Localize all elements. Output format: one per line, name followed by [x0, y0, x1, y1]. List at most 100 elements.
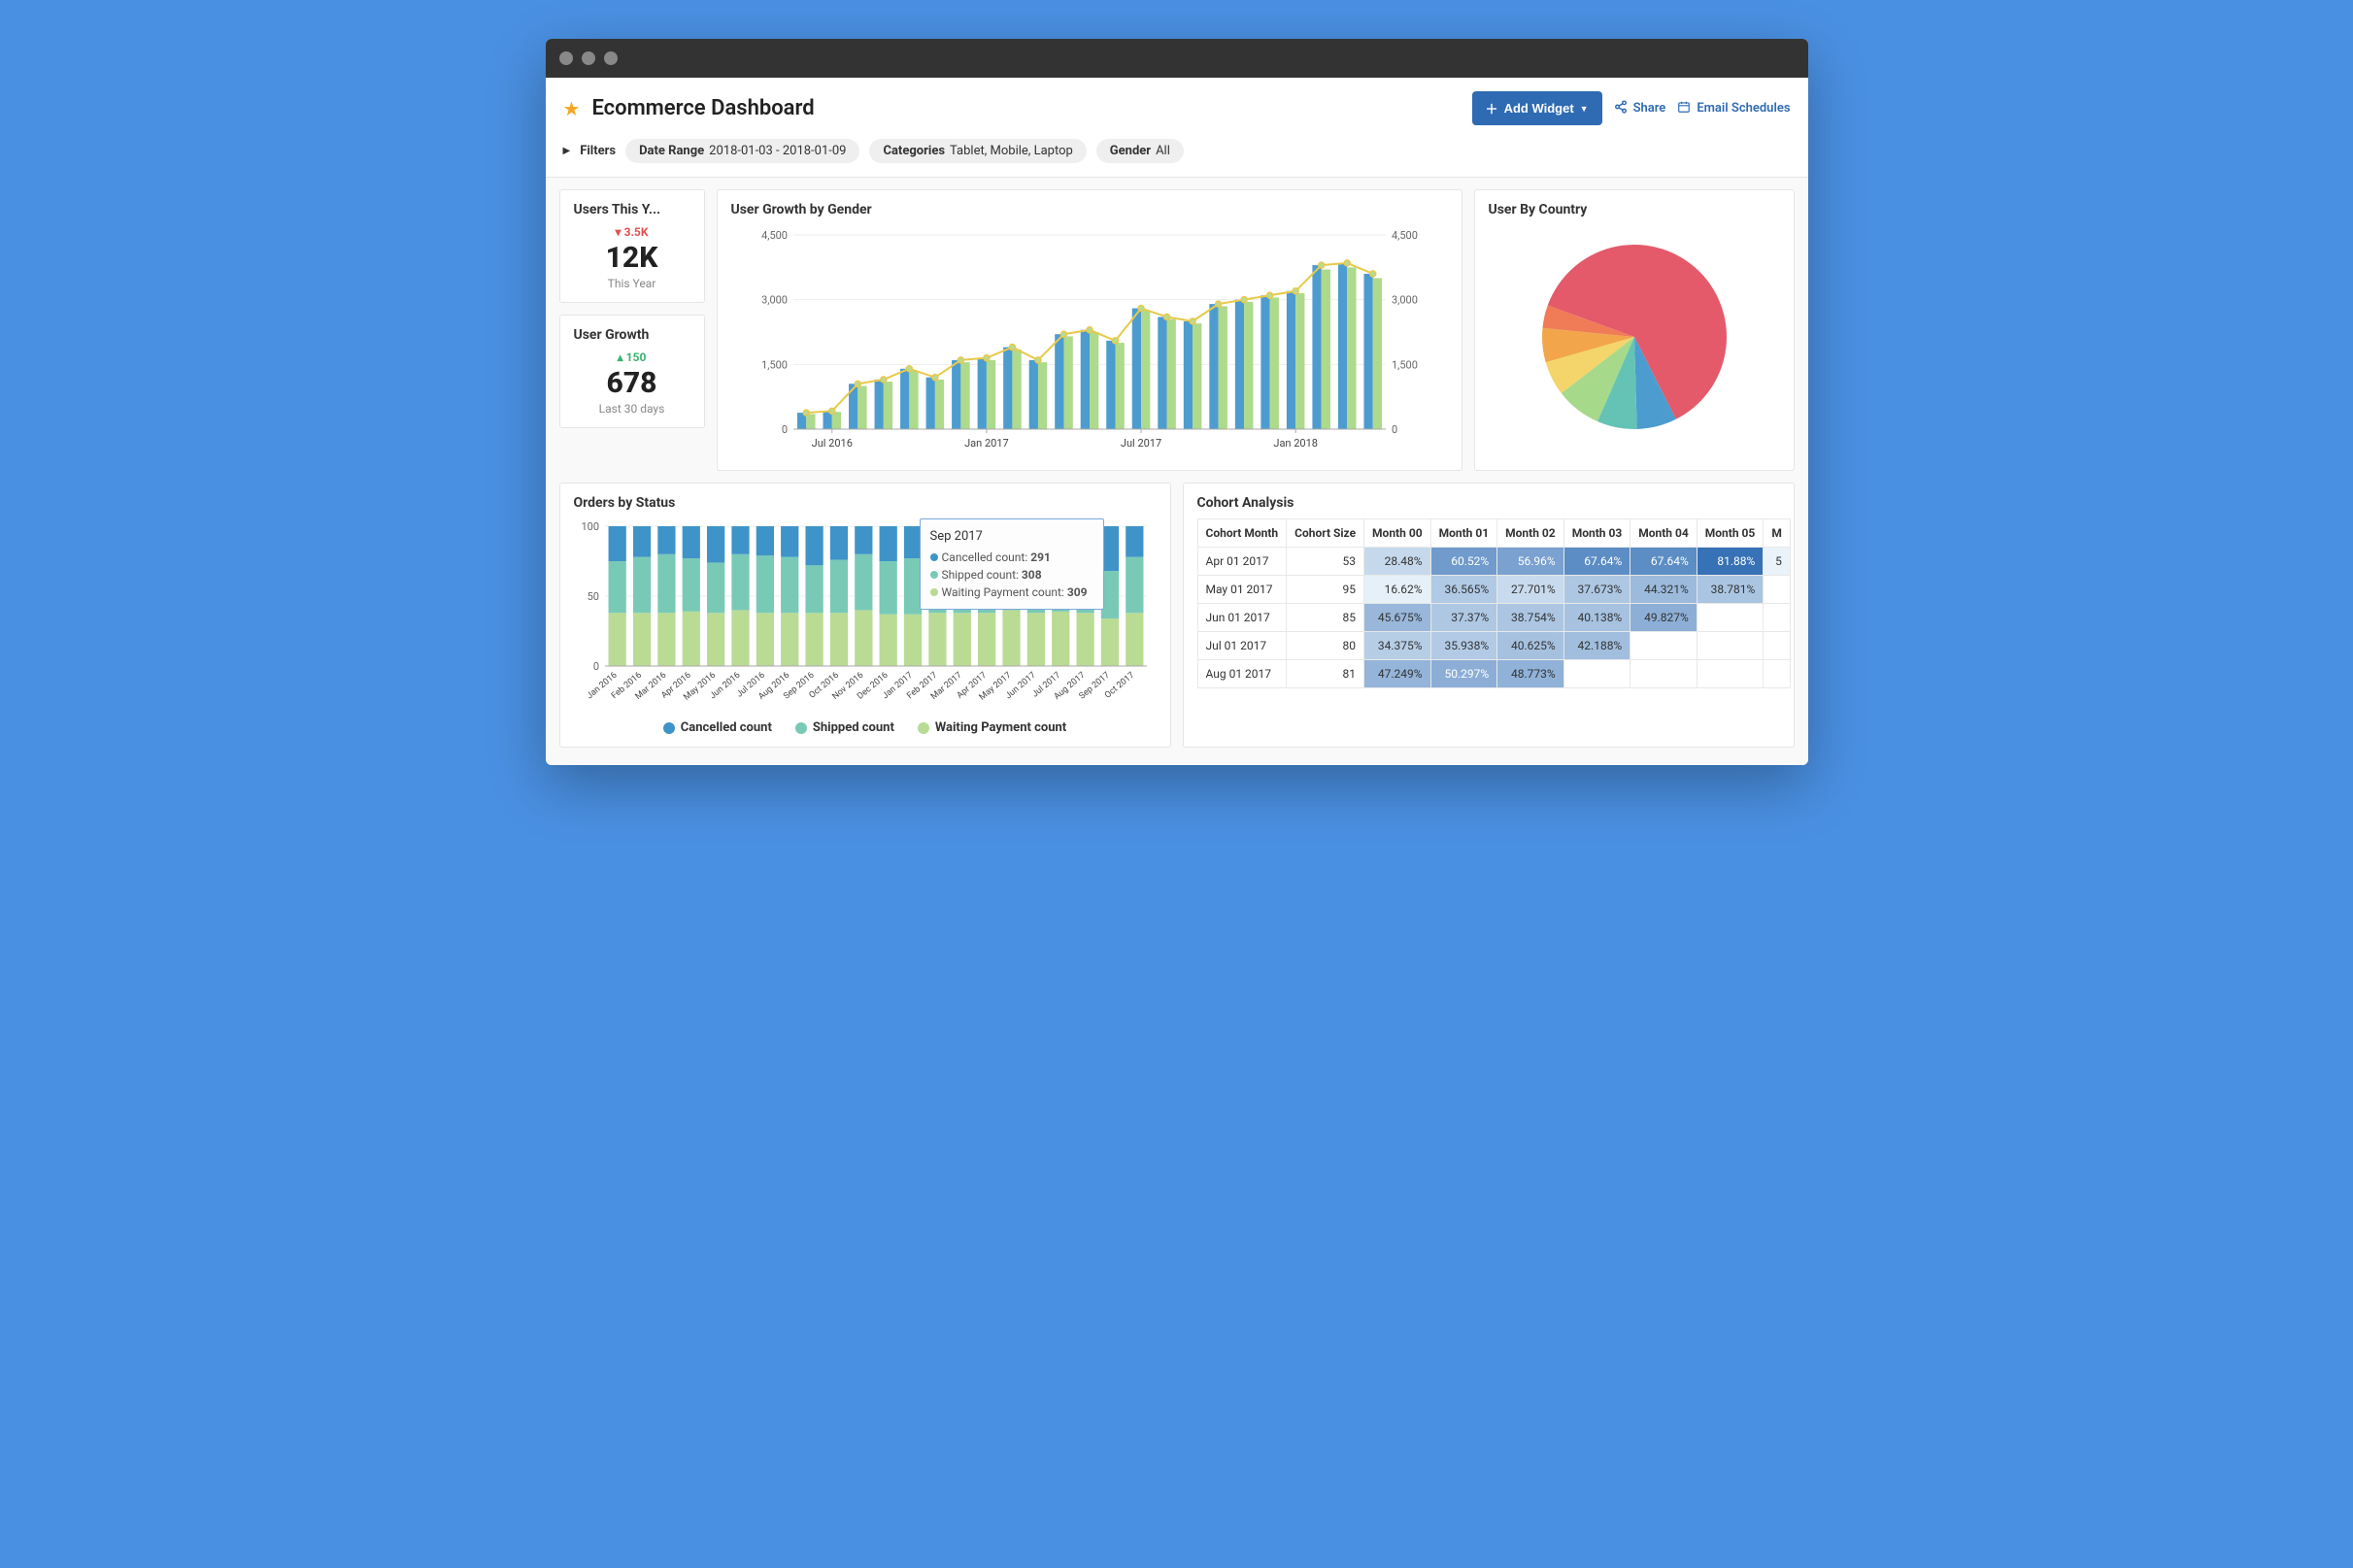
- calendar-icon: [1677, 100, 1691, 117]
- cohort-value-cell: 56.96%: [1497, 548, 1564, 576]
- cohort-month-cell: Jul 01 2017: [1197, 632, 1287, 660]
- cohort-col-header: Month 03: [1563, 519, 1630, 548]
- share-label: Share: [1633, 101, 1666, 116]
- orders-legend: Cancelled count Shipped count Waiting Pa…: [574, 720, 1157, 735]
- add-widget-button[interactable]: ＋ Add Widget ▼: [1472, 91, 1602, 125]
- cohort-value-cell: 45.675%: [1364, 604, 1431, 632]
- table-row: Apr 01 20175328.48%60.52%56.96%67.64%67.…: [1197, 548, 1790, 576]
- cohort-value-cell: 37.673%: [1563, 576, 1630, 604]
- table-row: Jun 01 20178545.675%37.37%38.754%40.138%…: [1197, 604, 1790, 632]
- pie-chart-card[interactable]: User By Country: [1474, 189, 1795, 471]
- cohort-value-cell: 34.375%: [1364, 632, 1431, 660]
- legend-shipped: Shipped count: [813, 720, 894, 735]
- filter-categories-value: Tablet, Mobile, Laptop: [950, 144, 1073, 158]
- cohort-value-cell: 37.37%: [1430, 604, 1497, 632]
- orders-tooltip: Sep 2017 Cancelled count: 291 Shipped co…: [920, 518, 1104, 610]
- cohort-value-cell: 27.701%: [1497, 576, 1564, 604]
- kpi-growth-sub: Last 30 days: [574, 402, 690, 416]
- cohort-month-cell: Apr 01 2017: [1197, 548, 1287, 576]
- growth-chart-title: User Growth by Gender: [731, 202, 1448, 217]
- cohort-value-cell: 67.64%: [1563, 548, 1630, 576]
- cohort-value-cell: 42.188%: [1563, 632, 1630, 660]
- cohort-value-cell: 36.565%: [1430, 576, 1497, 604]
- pie-chart-svg: [1489, 225, 1780, 439]
- filter-gender[interactable]: Gender All: [1096, 139, 1184, 163]
- orders-chart-card[interactable]: Orders by Status 050100Jan 2016Feb 2016M…: [559, 483, 1171, 748]
- share-icon: [1614, 100, 1628, 117]
- filter-bar: ▶ Filters Date Range 2018-01-03 - 2018-0…: [546, 135, 1808, 178]
- filter-categories-label: Categories: [883, 144, 945, 158]
- window-dot[interactable]: [582, 51, 595, 65]
- cohort-col-header: M: [1764, 519, 1791, 548]
- tooltip-month: Sep 2017: [930, 527, 1093, 547]
- cohort-value-cell: [1764, 576, 1791, 604]
- cohort-value-cell: [1697, 632, 1764, 660]
- cohort-value-cell: 16.62%: [1364, 576, 1431, 604]
- filter-gender-value: All: [1156, 144, 1170, 158]
- cohort-size-cell: 95: [1287, 576, 1364, 604]
- kpi-growth-delta: ▴ 150: [574, 350, 690, 364]
- cohort-value-cell: [1764, 660, 1791, 688]
- table-row: Aug 01 20178147.249%50.297%48.773%: [1197, 660, 1790, 688]
- pie-chart-title: User By Country: [1489, 202, 1780, 217]
- svg-text:Jan 2018: Jan 2018: [1273, 437, 1318, 450]
- cohort-col-header: Month 01: [1430, 519, 1497, 548]
- svg-text:0: 0: [781, 423, 787, 436]
- cohort-value-cell: 49.827%: [1630, 604, 1698, 632]
- cohort-value-cell: [1697, 660, 1764, 688]
- orders-chart-title: Orders by Status: [574, 495, 1157, 511]
- filter-date-range[interactable]: Date Range 2018-01-03 - 2018-01-09: [625, 139, 859, 163]
- table-row: Jul 01 20178034.375%35.938%40.625%42.188…: [1197, 632, 1790, 660]
- cohort-size-cell: 81: [1287, 660, 1364, 688]
- kpi-growth-card[interactable]: User Growth ▴ 150 678 Last 30 days: [559, 315, 705, 428]
- cohort-card[interactable]: Cohort Analysis Cohort MonthCohort SizeM…: [1183, 483, 1795, 748]
- cohort-value-cell: [1630, 660, 1698, 688]
- cohort-value-cell: 67.64%: [1630, 548, 1698, 576]
- window-dot[interactable]: [559, 51, 573, 65]
- cohort-size-cell: 80: [1287, 632, 1364, 660]
- kpi-users-year-card[interactable]: Users This Y... ▾ 3.5K 12K This Year: [559, 189, 705, 303]
- svg-text:Jul 2017: Jul 2017: [1120, 437, 1160, 450]
- cohort-value-cell: 60.52%: [1430, 548, 1497, 576]
- svg-text:3,000: 3,000: [1392, 294, 1418, 307]
- filters-expand-icon[interactable]: ▶: [563, 146, 571, 156]
- filter-date-range-label: Date Range: [639, 144, 704, 158]
- email-schedules-link[interactable]: Email Schedules: [1677, 100, 1790, 117]
- growth-chart-card[interactable]: User Growth by Gender 001,5001,5003,0003…: [717, 189, 1462, 471]
- cohort-col-header: Cohort Month: [1197, 519, 1287, 548]
- svg-text:3,000: 3,000: [761, 294, 788, 307]
- email-schedules-label: Email Schedules: [1697, 101, 1790, 116]
- cohort-size-cell: 85: [1287, 604, 1364, 632]
- cohort-value-cell: 38.781%: [1697, 576, 1764, 604]
- kpi-users-year-delta: ▾ 3.5K: [574, 225, 690, 239]
- svg-text:1,500: 1,500: [1392, 358, 1418, 371]
- kpi-growth-value: 678: [574, 366, 690, 400]
- cohort-title: Cohort Analysis: [1197, 495, 1780, 511]
- cohort-col-header: Month 05: [1697, 519, 1764, 548]
- add-widget-label: Add Widget: [1504, 101, 1574, 116]
- cohort-value-cell: [1764, 604, 1791, 632]
- plus-icon: ＋: [1486, 99, 1498, 117]
- chevron-down-icon: ▼: [1580, 104, 1589, 114]
- cohort-col-header: Cohort Size: [1287, 519, 1364, 548]
- svg-text:4,500: 4,500: [761, 229, 788, 242]
- window-titlebar: [546, 39, 1808, 78]
- star-icon[interactable]: ★: [563, 97, 581, 120]
- svg-text:1,500: 1,500: [761, 358, 788, 371]
- filter-categories[interactable]: Categories Tablet, Mobile, Laptop: [869, 139, 1086, 163]
- cohort-value-cell: 50.297%: [1430, 660, 1497, 688]
- cohort-value-cell: 35.938%: [1430, 632, 1497, 660]
- cohort-size-cell: 53: [1287, 548, 1364, 576]
- svg-text:4,500: 4,500: [1392, 229, 1418, 242]
- svg-text:Jan 2017: Jan 2017: [964, 437, 1009, 450]
- cohort-value-cell: 48.773%: [1497, 660, 1564, 688]
- cohort-value-cell: 5: [1764, 548, 1791, 576]
- cohort-value-cell: [1563, 660, 1630, 688]
- table-row: May 01 20179516.62%36.565%27.701%37.673%…: [1197, 576, 1790, 604]
- window-dot[interactable]: [604, 51, 618, 65]
- cohort-month-cell: May 01 2017: [1197, 576, 1287, 604]
- cohort-value-cell: 47.249%: [1364, 660, 1431, 688]
- cohort-value-cell: [1630, 632, 1698, 660]
- share-link[interactable]: Share: [1614, 100, 1666, 117]
- cohort-value-cell: 44.321%: [1630, 576, 1698, 604]
